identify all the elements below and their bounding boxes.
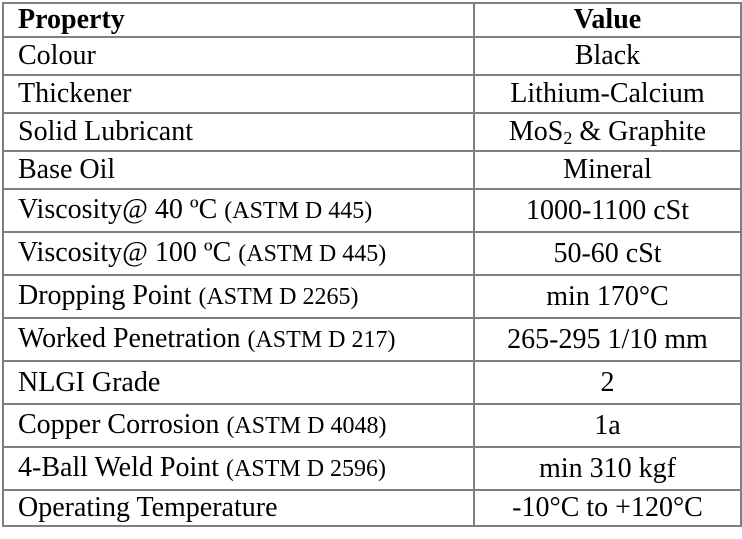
value-cell: 50-60 cSt <box>473 231 742 276</box>
property-label: Worked Penetration <box>18 323 248 354</box>
astm-standard: (ASTM D 217) <box>247 327 396 353</box>
properties-table: Property Value Colour Black Thickener Li… <box>2 2 742 527</box>
property-label: Solid Lubricant <box>18 116 193 147</box>
property-label: Viscosity@ 40 ºC <box>18 194 225 225</box>
astm-standard: (ASTM D 4048) <box>226 413 387 439</box>
property-cell: Copper Corrosion (ASTM D 4048) <box>2 403 475 448</box>
property-label: 4-Ball Weld Point <box>18 452 227 483</box>
value-cell: -10°C to +120°C <box>473 489 742 527</box>
table-row: Viscosity@ 40 ºC (ASTM D 445) 1000-1100 … <box>2 188 742 233</box>
value-cell: Black <box>473 36 742 76</box>
astm-standard: (ASTM D 2265) <box>198 284 359 310</box>
property-cell: Dropping Point (ASTM D 2265) <box>2 274 475 319</box>
value-cell: Mineral <box>473 150 742 190</box>
property-cell: Colour <box>2 36 475 76</box>
header-property: Property <box>2 2 475 38</box>
value-text: MoS <box>508 116 564 147</box>
table-row: 4-Ball Weld Point (ASTM D 2596) min 310 … <box>2 446 742 491</box>
property-cell: Operating Temperature <box>2 489 475 527</box>
property-label: Base Oil <box>18 154 116 185</box>
property-cell: Base Oil <box>2 150 475 190</box>
property-label: Dropping Point <box>18 280 199 311</box>
table-row: Copper Corrosion (ASTM D 4048) 1a <box>2 403 742 448</box>
property-label: Copper Corrosion <box>18 409 227 440</box>
astm-standard: (ASTM D 445) <box>224 198 373 224</box>
property-label: NLGI Grade <box>18 366 161 398</box>
table-row: Viscosity@ 100 ºC (ASTM D 445) 50-60 cSt <box>2 231 742 276</box>
table-row: Colour Black <box>2 36 742 76</box>
table-row: Thickener Lithium-Calcium <box>2 74 742 114</box>
table-row: Worked Penetration (ASTM D 217) 265-295 … <box>2 317 742 362</box>
property-label: Colour <box>18 40 96 71</box>
value-cell: 2 <box>473 360 742 405</box>
value-cell: MoS2 & Graphite <box>473 112 742 152</box>
header-row: Property Value <box>2 2 742 38</box>
table-row: Solid Lubricant MoS2 & Graphite <box>2 112 742 152</box>
property-cell: 4-Ball Weld Point (ASTM D 2596) <box>2 446 475 491</box>
value-cell: 265-295 1/10 mm <box>473 317 742 362</box>
value-cell: Lithium-Calcium <box>473 74 742 114</box>
table-row: Operating Temperature -10°C to +120°C <box>2 489 742 527</box>
table-row: Dropping Point (ASTM D 2265) min 170°C <box>2 274 742 319</box>
astm-standard: (ASTM D 2596) <box>226 456 387 482</box>
value-text: & Graphite <box>572 116 707 147</box>
property-cell: Viscosity@ 40 ºC (ASTM D 445) <box>2 188 475 233</box>
value-cell: 1a <box>473 403 742 448</box>
property-cell: Solid Lubricant <box>2 112 475 152</box>
property-cell: Viscosity@ 100 ºC (ASTM D 445) <box>2 231 475 276</box>
table-row: Base Oil Mineral <box>2 150 742 190</box>
header-value: Value <box>473 2 742 38</box>
property-cell: NLGI Grade <box>2 360 475 405</box>
value-cell: 1000-1100 cSt <box>473 188 742 233</box>
table-row: NLGI Grade 2 <box>2 360 742 405</box>
astm-standard: (ASTM D 445) <box>238 241 387 267</box>
value-cell: min 170°C <box>473 274 742 319</box>
property-label: Viscosity@ 100 ºC <box>18 237 239 268</box>
value-subscript: 2 <box>563 128 573 148</box>
property-label: Thickener <box>18 78 132 109</box>
property-label: Operating Temperature <box>18 492 278 523</box>
property-cell: Worked Penetration (ASTM D 217) <box>2 317 475 362</box>
value-cell: min 310 kgf <box>473 446 742 491</box>
property-cell: Thickener <box>2 74 475 114</box>
